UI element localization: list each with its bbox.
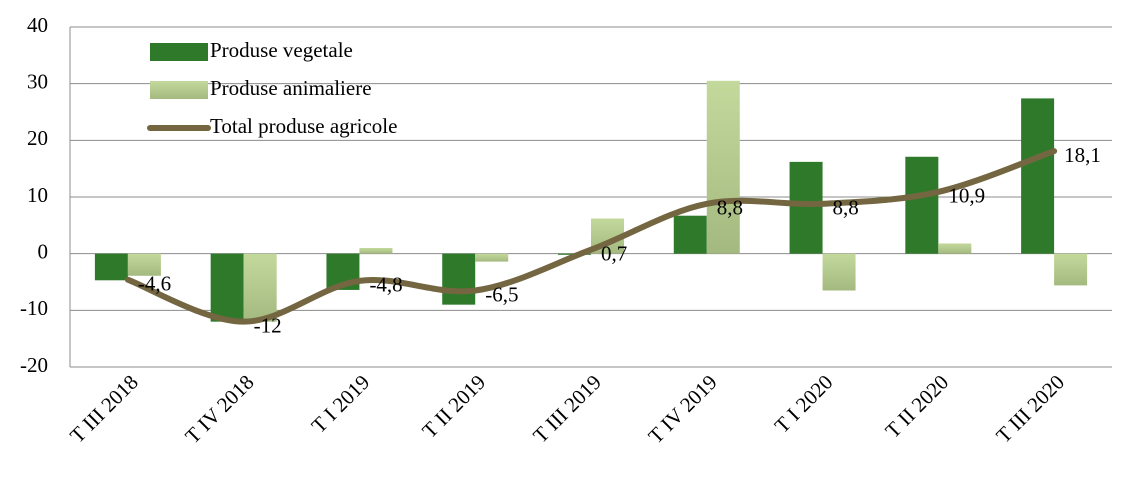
y-tick-label: 20 <box>27 126 48 150</box>
bar <box>789 161 823 254</box>
bar <box>243 253 277 322</box>
data-label: 18,1 <box>1064 143 1101 167</box>
bar <box>706 80 740 254</box>
data-label: 8,8 <box>717 196 743 220</box>
data-label: -4,8 <box>369 273 402 297</box>
x-tick-label: T IV 2019 <box>643 370 721 448</box>
bar <box>1021 98 1055 254</box>
bar <box>673 215 707 254</box>
data-label: 8,8 <box>833 196 859 220</box>
data-label: -6,5 <box>485 282 518 306</box>
legend-swatch <box>150 81 208 99</box>
legend-label: Produse vegetale <box>210 38 353 62</box>
bar <box>938 243 972 254</box>
bar <box>127 253 161 276</box>
bar <box>905 156 939 254</box>
x-tick-label: T I 2020 <box>770 370 838 438</box>
x-tick-label: T III 2018 <box>65 370 143 448</box>
bar <box>1054 253 1088 286</box>
line <box>124 148 1058 325</box>
x-tick-label: T I 2019 <box>307 370 375 438</box>
data-label: -4,6 <box>138 272 171 296</box>
data-label: 10,9 <box>948 184 985 208</box>
legend-swatch <box>150 43 208 61</box>
legend-label: Total produse agricole <box>210 114 397 138</box>
x-tick-label: T IV 2018 <box>180 370 258 448</box>
bar <box>94 253 128 281</box>
y-tick-label: -10 <box>20 296 48 320</box>
y-tick-label: 30 <box>27 69 48 93</box>
bar <box>210 253 244 322</box>
x-tick-label: T II 2020 <box>880 370 953 443</box>
y-tick-label: -20 <box>20 353 48 377</box>
y-tick-label: 10 <box>27 183 48 207</box>
data-label: 0,7 <box>601 242 627 266</box>
bar <box>822 253 856 291</box>
x-tick-label: T III 2019 <box>528 370 606 448</box>
data-label: -12 <box>254 313 282 337</box>
y-tick-label: 0 <box>38 239 49 263</box>
bar <box>475 253 509 262</box>
bar <box>359 248 393 254</box>
y-tick-label: 40 <box>27 13 48 37</box>
legend-label: Produse animaliere <box>210 76 372 100</box>
bar <box>442 253 476 305</box>
x-tick-label: T III 2020 <box>991 370 1069 448</box>
x-tick-label: T II 2019 <box>417 370 490 443</box>
